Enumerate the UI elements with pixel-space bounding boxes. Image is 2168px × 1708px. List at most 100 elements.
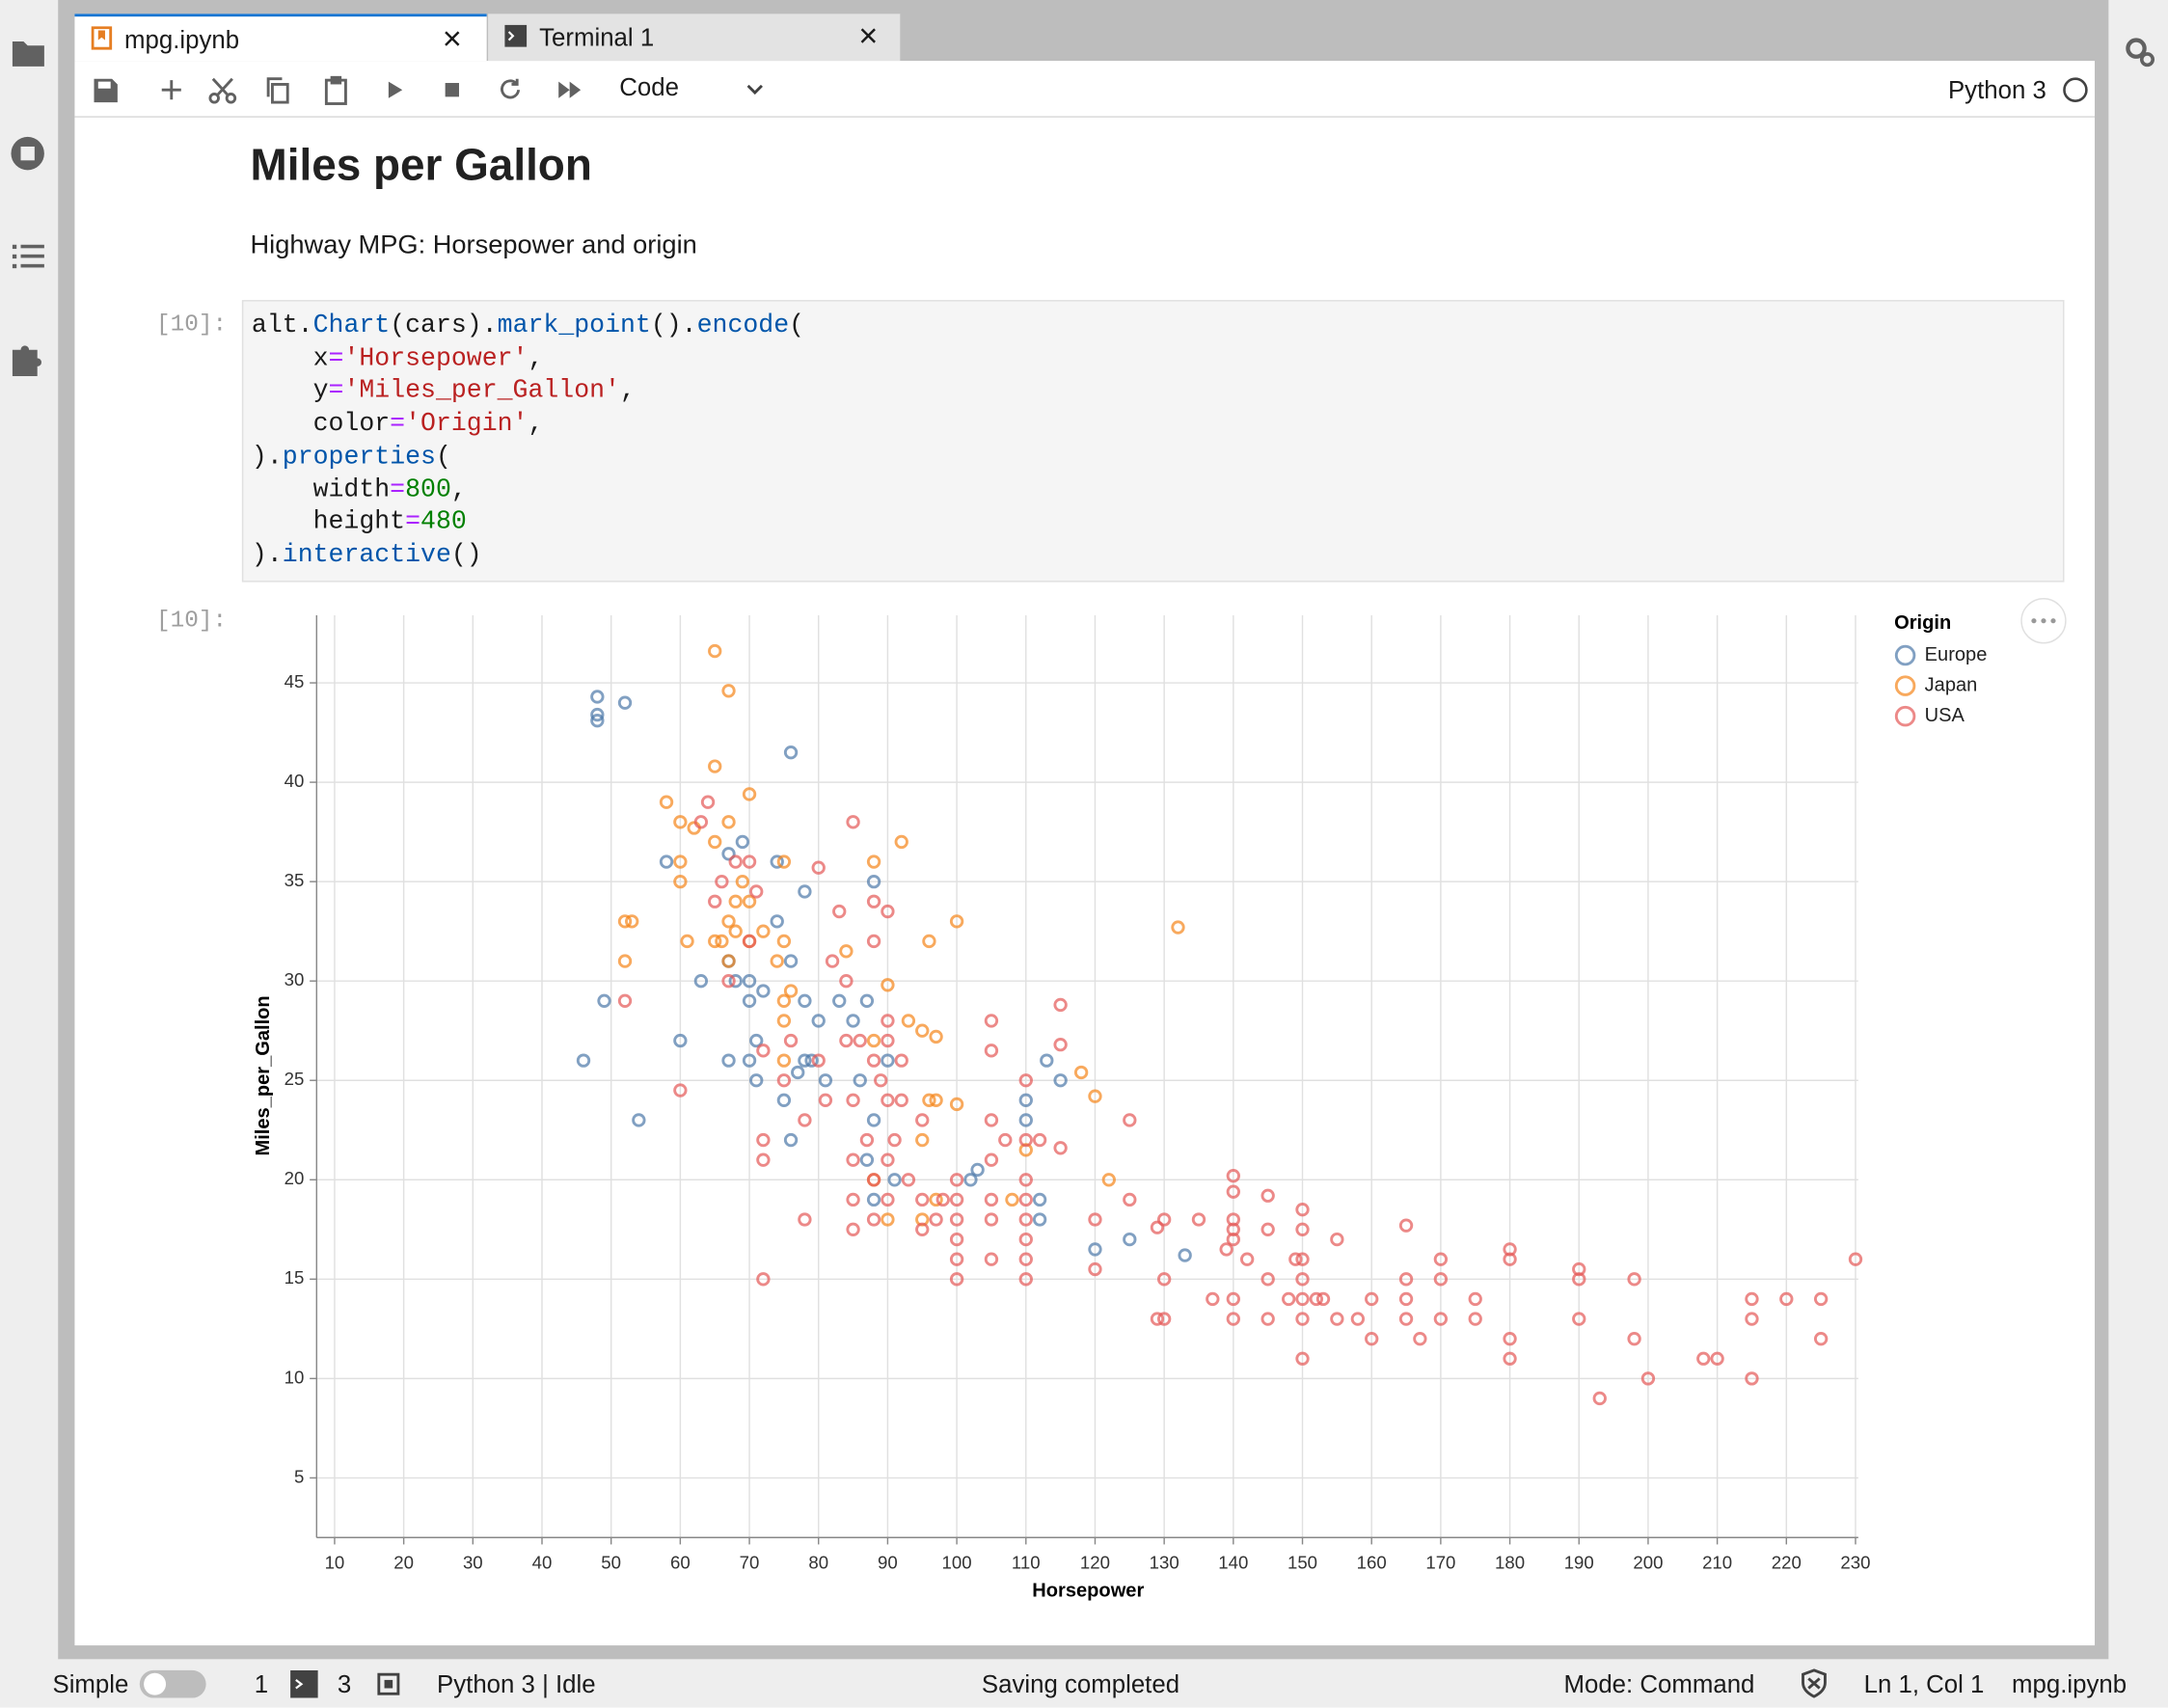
point [859,1132,875,1148]
save-button[interactable] [94,78,118,103]
point [798,1113,812,1127]
point [708,643,722,659]
point [1018,1073,1033,1088]
code-cell[interactable] [241,300,2065,583]
point [742,993,757,1008]
point [922,934,936,949]
x-tick-label: 140 [1218,1552,1248,1572]
y-tick-label: 25 [285,1069,305,1089]
point [866,1212,881,1227]
simple-mode-toggle[interactable] [138,1667,207,1700]
kernel-status[interactable]: Python 3 | Idle [437,1669,596,1698]
point [984,1113,999,1127]
y-tick-label: 5 [294,1466,304,1486]
paste-button[interactable] [324,75,347,105]
tab[interactable]: mpg.ipynb × [74,14,487,62]
point [742,894,757,908]
left-sidebar [11,41,44,376]
point [859,993,875,1008]
add-cell-button[interactable] [161,80,181,100]
point [673,815,688,829]
code-line: alt.Chart(cars).mark_point().encode( [251,311,805,340]
point [1226,1184,1241,1199]
files-icon[interactable] [12,41,44,67]
kernel-name[interactable]: Python 3 [1947,75,2046,104]
point [1813,1331,1829,1346]
cell-type-select[interactable]: Code [619,72,679,101]
point [770,914,784,929]
point [970,1162,985,1178]
close-button[interactable]: × [858,17,879,56]
point [1282,1291,1296,1307]
point [721,1053,736,1068]
point [1627,1272,1641,1287]
point [866,874,881,889]
point [1088,1261,1102,1277]
point [708,759,722,773]
code-line: ).interactive() [251,540,482,570]
point [576,1053,591,1068]
legend-title: Origin [1894,612,1951,634]
point [783,1033,799,1048]
point [1150,1220,1165,1234]
tab[interactable]: Terminal 1 × [488,14,901,62]
point [728,894,743,908]
point [693,974,709,989]
settings-icon[interactable] [2126,38,2147,59]
point [1848,1252,1863,1266]
notebook-toolbar: Code Python 3 [74,61,2096,118]
point [984,1212,999,1227]
run-button[interactable] [388,81,403,98]
trust-icon[interactable] [1799,1667,1829,1698]
dropdown-chevron[interactable] [746,84,763,95]
close-button[interactable]: × [442,20,462,59]
legend-label: USA [1925,705,1965,726]
toc-icon[interactable] [12,244,44,269]
point [783,746,799,760]
command-mode[interactable]: Mode: Command [1563,1669,1755,1698]
cursor-position[interactable]: Ln 1, Col 1 [1863,1669,1985,1698]
point [1053,1141,1068,1155]
point [839,974,854,989]
copy-button[interactable] [266,77,289,104]
point [659,854,674,869]
point [728,924,743,938]
cut-button[interactable] [208,77,237,104]
point [929,1212,943,1227]
extensions-icon[interactable] [12,345,42,376]
point [866,1033,881,1048]
point [881,1192,895,1207]
actions-menu[interactable] [2020,598,2067,644]
point [1503,1252,1517,1266]
x-tick-label: 170 [1425,1552,1455,1572]
point [1413,1331,1427,1346]
point [798,1212,812,1227]
markdown-heading: Miles per Gallon [250,139,592,190]
point [1226,1168,1241,1183]
restart-button[interactable] [501,78,521,99]
point [866,1173,881,1187]
point [1123,1113,1137,1127]
point [742,1053,757,1068]
point [1295,1222,1310,1236]
kernel-count[interactable]: 3 [337,1669,352,1698]
point [998,1132,1013,1148]
stop-button[interactable] [445,83,459,97]
point [984,1192,999,1207]
terminal-count[interactable]: 1 [254,1669,269,1698]
point [1156,1212,1172,1227]
point [1150,1312,1165,1326]
input-prompt: [10]: [156,312,228,339]
legend-label: Europe [1925,644,1988,665]
point [783,1132,799,1148]
point [770,954,784,968]
y-tick-label: 15 [285,1267,305,1288]
code-line: y='Miles_per_Gallon', [251,376,636,406]
point [798,993,812,1008]
point [949,1192,964,1207]
point [1018,1173,1033,1187]
file-name: mpg.ipynb [2011,1669,2127,1698]
x-tick-label: 180 [1495,1552,1525,1572]
